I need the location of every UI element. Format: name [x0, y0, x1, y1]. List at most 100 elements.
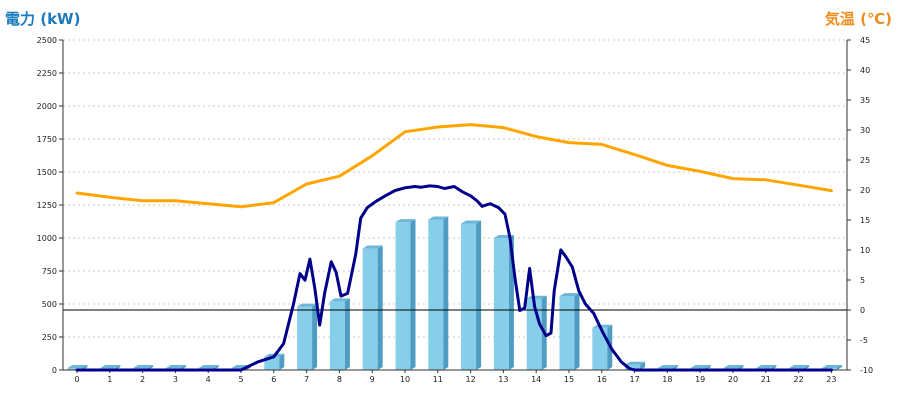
left-axis-tick-label: 1250 [37, 201, 57, 210]
power-bar-front [67, 368, 83, 370]
power-bar-top [723, 365, 744, 369]
x-axis-tick-label: 0 [74, 375, 79, 384]
power-bar-front [297, 306, 313, 370]
power-bar-top [297, 303, 318, 307]
x-axis-tick-label: 2 [140, 375, 145, 384]
power-bar-top [821, 365, 842, 369]
x-axis-tick-label: 20 [728, 375, 738, 384]
power-bar-side [836, 365, 842, 370]
power-bar-front [362, 248, 378, 370]
right-axis-tick-label: 40 [860, 66, 870, 75]
left-axis-tick-label: 2500 [37, 36, 57, 45]
power-bar [461, 220, 482, 370]
power-bar [362, 245, 383, 370]
x-axis-tick-label: 14 [531, 375, 541, 384]
right-axis-tick-label: 5 [860, 276, 865, 285]
power-bar-side [476, 220, 482, 370]
right-axis-tick-label: 45 [860, 36, 870, 45]
x-axis-tick-label: 23 [826, 375, 836, 384]
power-bar-front [592, 327, 608, 370]
left-axis-tick-label: 1750 [37, 135, 57, 144]
x-axis-tick-label: 7 [304, 375, 309, 384]
right-axis-tick-label: -10 [860, 366, 873, 375]
power-bar [592, 324, 613, 370]
power-bar-front [395, 222, 411, 370]
power-line [75, 184, 833, 372]
left-axis-tick-label: 0 [52, 366, 57, 375]
right-axis-tick-label: 35 [860, 96, 870, 105]
power-bar-top [198, 365, 219, 369]
power-bar [395, 219, 416, 370]
x-axis-tick-label: 4 [206, 375, 211, 384]
series-lines [75, 123, 833, 372]
power-bar-front [329, 301, 345, 370]
power-bar-top [789, 365, 810, 369]
x-axis-tick-label: 18 [662, 375, 672, 384]
power-bar-front [625, 364, 641, 370]
right-axis-tick-label: 20 [860, 186, 870, 195]
right-axis-title: 気温 (℃) [825, 10, 892, 28]
right-axis-tick-label: -5 [860, 336, 868, 345]
power-bars [67, 216, 842, 370]
power-bar-top [165, 365, 186, 369]
power-bar [428, 216, 449, 370]
power-bar-side [410, 219, 416, 370]
power-bar-side [640, 361, 646, 370]
x-axis-tick-label: 6 [271, 375, 276, 384]
power-bar [625, 361, 646, 370]
x-axis-tick-label: 11 [433, 375, 443, 384]
right-axis-tick-label: 25 [860, 156, 870, 165]
power-bar-top [100, 365, 121, 369]
right-axis-tick-label: 15 [860, 216, 870, 225]
power-bar-top [592, 324, 613, 328]
x-axis-tick-label: 1 [107, 375, 112, 384]
left-axis-tick-label: 2250 [37, 69, 57, 78]
power-bar-top [559, 293, 580, 297]
left-axis-tick-label: 1000 [37, 234, 57, 243]
power-bar-top [657, 365, 678, 369]
x-axis-tick-label: 15 [564, 375, 574, 384]
x-axis-tick-label: 16 [597, 375, 607, 384]
power-bar-top [756, 365, 777, 369]
power-bar-top [67, 365, 88, 369]
power-bar-front [461, 223, 477, 370]
x-axis-tick-label: 9 [370, 375, 375, 384]
power-bar-front [559, 296, 575, 370]
x-axis-tick-label: 17 [630, 375, 640, 384]
x-axis-tick-label: 12 [466, 375, 476, 384]
right-axis-tick-label: 0 [860, 306, 865, 315]
left-axis-tick-label: 1500 [37, 168, 57, 177]
left-axis-tick-label: 250 [42, 333, 57, 342]
power-bar-top [395, 219, 416, 223]
x-axis-tick-label: 22 [794, 375, 804, 384]
power-bar-side [312, 303, 318, 370]
power-bar-top [329, 298, 350, 302]
power-bar-front [493, 238, 509, 370]
x-axis-tick-label: 8 [337, 375, 342, 384]
power-bar-top [690, 365, 711, 369]
left-axis-title: 電力 (kW) [5, 10, 80, 28]
power-bar-top [428, 216, 449, 220]
axes: 02505007501000125015001750200022502500-1… [37, 36, 873, 384]
power-bar [297, 303, 318, 370]
power-bar-top [133, 365, 154, 369]
temperature-line [75, 123, 833, 209]
left-axis-tick-label: 500 [42, 300, 57, 309]
left-axis-tick-label: 2000 [37, 102, 57, 111]
power-bar-side [377, 245, 383, 370]
power-bar-side [443, 216, 449, 370]
power-bar-top [461, 220, 482, 224]
power-bar-top [362, 245, 383, 249]
power-bar-top [625, 361, 646, 365]
x-axis-tick-label: 3 [173, 375, 178, 384]
x-axis-tick-label: 10 [400, 375, 410, 384]
gridlines [63, 39, 847, 338]
power-bar [329, 298, 350, 370]
right-axis-tick-label: 10 [860, 246, 870, 255]
x-axis-tick-label: 19 [695, 375, 705, 384]
power-bar-side [279, 353, 285, 370]
power-bar [559, 293, 580, 370]
power-bar-front [428, 219, 444, 370]
x-axis-tick-label: 5 [238, 375, 243, 384]
